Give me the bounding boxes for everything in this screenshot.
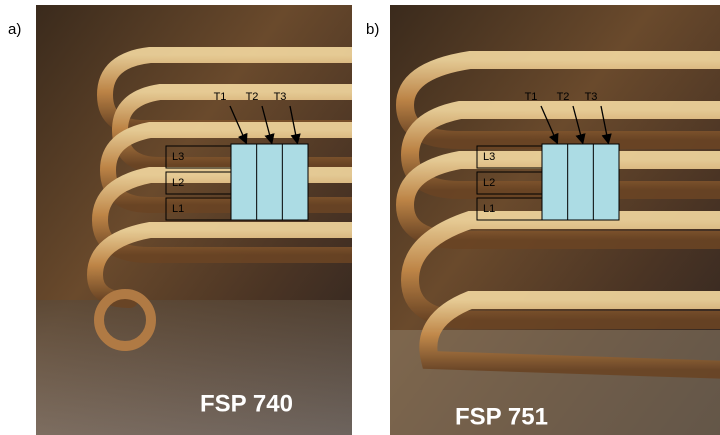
transverse-box xyxy=(542,144,619,220)
transverse-label: T3 xyxy=(585,91,598,103)
longitudinal-label: L3 xyxy=(172,151,184,163)
transverse-label: T2 xyxy=(557,91,570,103)
panel-label: b) xyxy=(366,21,379,38)
longitudinal-label: L3 xyxy=(483,151,495,163)
longitudinal-label: L2 xyxy=(172,177,184,189)
caption: FSP 740 xyxy=(200,390,293,417)
caption: FSP 751 xyxy=(455,403,548,430)
longitudinal-label: L2 xyxy=(483,177,495,189)
transverse-box xyxy=(231,144,308,220)
transverse-label: T3 xyxy=(274,91,287,103)
transverse-label: T2 xyxy=(246,91,259,103)
figure: a) T1 T2 T3 L3 L2 L1 FSP 740 b) T1 T2 T3 L3 L2 L1 FSP 7… xyxy=(0,0,720,435)
longitudinal-label: L1 xyxy=(172,203,184,215)
transverse-label: T1 xyxy=(525,91,538,103)
transverse-label: T1 xyxy=(214,91,227,103)
panel-label: a) xyxy=(8,21,21,38)
longitudinal-label: L1 xyxy=(483,203,495,215)
